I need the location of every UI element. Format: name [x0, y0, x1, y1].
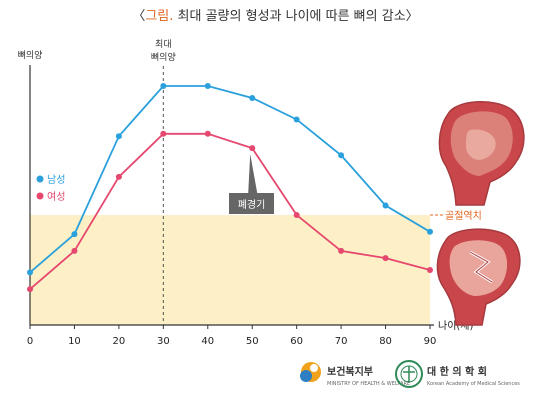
data-point-male	[249, 94, 256, 101]
data-point-female	[249, 145, 256, 152]
fracture-threshold-label: 골절역치	[445, 209, 482, 222]
data-point-female	[338, 247, 345, 254]
data-point-female	[160, 130, 167, 137]
data-point-male	[293, 116, 300, 123]
title-open-bracket: 〈	[132, 9, 145, 24]
academy-name: 대 한 의 학 회	[427, 365, 487, 378]
title-rest: 최대 골량의 형성과 나이에 따른 뼈의 감소	[173, 9, 405, 24]
x-tick-label: 50	[246, 336, 259, 347]
data-point-male	[160, 83, 167, 89]
legend-male-marker	[36, 175, 44, 183]
y-axis-label: 뼈의양	[18, 49, 43, 61]
x-tick-label: 60	[290, 336, 303, 347]
academy-sub: Korean Academy of Medical Sciences	[427, 381, 520, 387]
threshold-band	[30, 215, 430, 325]
menopause-callout: 폐경기	[229, 154, 274, 214]
ministry-name: 보건복지부	[327, 365, 373, 378]
menopause-callout-box	[229, 154, 274, 214]
data-point-male	[71, 231, 78, 238]
x-tick-label: 30	[157, 336, 170, 347]
data-point-male	[115, 133, 122, 140]
data-point-female	[27, 286, 33, 293]
x-tick-label: 90	[424, 336, 437, 347]
series-line-male	[29, 85, 431, 274]
menopause-callout-text: 폐경기	[238, 198, 266, 211]
data-point-male	[382, 202, 389, 209]
peak-label-line1: 최대	[155, 39, 172, 50]
x-tick-label: 20	[113, 336, 126, 347]
title-accent: 그림.	[145, 9, 173, 24]
data-point-female	[71, 247, 78, 254]
osteoporotic-bone-illustration	[436, 228, 521, 326]
peak-label-line2: 뼈의양	[151, 51, 176, 63]
legend-female-marker	[36, 192, 44, 200]
data-point-female	[382, 255, 389, 262]
x-tick-label: 80	[379, 336, 392, 347]
ministry-logo	[300, 362, 321, 382]
x-ticks: 0 10 20 30 40 50 60 70 80 90	[27, 325, 437, 347]
academy-seal	[395, 360, 423, 388]
title-close-bracket: 〉	[406, 9, 419, 24]
series-line-female	[29, 132, 431, 290]
data-point-male	[427, 228, 433, 235]
data-point-male	[338, 152, 345, 159]
data-point-male	[27, 269, 33, 276]
data-point-female	[115, 173, 122, 180]
x-tick-label: 40	[201, 336, 214, 347]
series-layer	[27, 83, 433, 293]
x-tick-label: 70	[335, 336, 348, 347]
legend-male-label: 남성	[47, 174, 65, 186]
legend: 남성 여성	[36, 174, 65, 203]
ministry-sub: MINISTRY OF HEALTH & WELFARE	[327, 381, 410, 387]
figure-title: 〈그림. 최대 골량의 형성과 나이에 따른 뼈의 감소〉	[132, 9, 418, 24]
x-tick-label: 0	[27, 336, 33, 347]
x-tick-label: 10	[68, 336, 81, 347]
healthy-bone-illustration	[438, 100, 525, 206]
legend-female-label: 여성	[47, 191, 65, 203]
data-point-female	[427, 267, 433, 274]
data-point-female	[204, 130, 211, 137]
data-point-male	[204, 83, 211, 89]
data-point-female	[293, 212, 300, 219]
